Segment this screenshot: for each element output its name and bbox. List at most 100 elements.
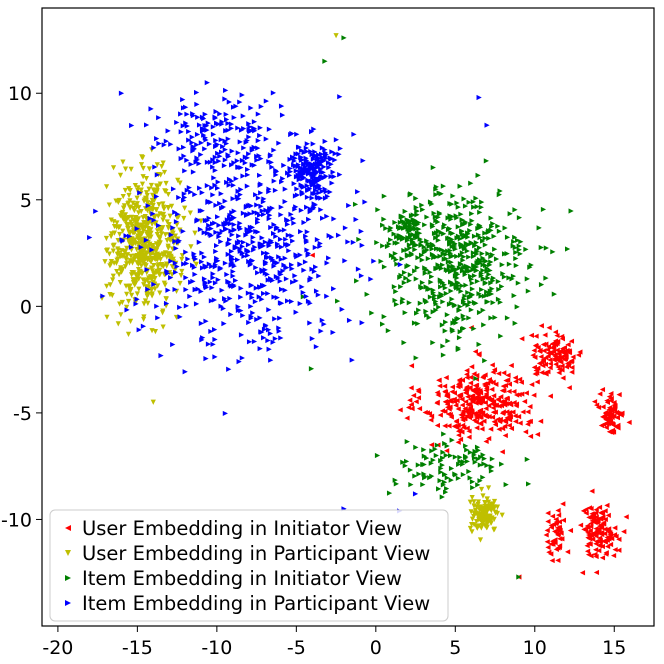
data-point [516, 215, 523, 221]
data-point [290, 279, 296, 285]
data-point [447, 453, 454, 459]
data-point [467, 499, 473, 505]
data-point [257, 315, 263, 321]
data-point [253, 264, 259, 271]
data-point [235, 257, 241, 263]
data-point [564, 246, 571, 252]
data-point [609, 535, 615, 542]
data-point [326, 164, 332, 171]
data-point [467, 407, 473, 413]
data-point [599, 509, 606, 516]
data-point [169, 203, 175, 209]
data-point [298, 207, 304, 213]
data-point [434, 399, 440, 405]
data-point [593, 510, 599, 516]
data-point [484, 292, 490, 299]
data-point [128, 244, 134, 250]
data-point [124, 307, 130, 313]
data-point [297, 261, 303, 267]
data-point [480, 275, 486, 281]
data-point [604, 398, 610, 404]
data-point [601, 415, 608, 421]
data-points [87, 33, 632, 580]
data-point [209, 285, 215, 291]
data-point [422, 270, 428, 276]
data-point [298, 155, 304, 161]
data-point [409, 252, 415, 258]
data-point [318, 169, 325, 175]
data-point [401, 269, 408, 276]
data-point [488, 315, 494, 321]
data-point [201, 254, 208, 260]
data-point [255, 219, 261, 225]
data-point [452, 454, 459, 460]
data-point [174, 119, 180, 126]
data-point [223, 87, 229, 94]
data-point [455, 439, 461, 445]
data-point [258, 156, 264, 162]
data-point [261, 290, 267, 297]
data-point [197, 226, 204, 232]
data-point [143, 284, 149, 290]
data-point [175, 239, 182, 245]
data-point [147, 250, 153, 257]
data-point [293, 168, 299, 174]
data-point [307, 208, 313, 215]
data-point [135, 185, 141, 191]
data-point [231, 160, 237, 166]
data-point [212, 280, 219, 286]
data-point [155, 283, 161, 289]
data-point [245, 166, 251, 173]
data-point [450, 320, 456, 326]
data-point [442, 222, 448, 228]
data-point [209, 185, 215, 191]
data-point [250, 310, 256, 316]
data-point [181, 144, 187, 150]
data-point [496, 426, 502, 432]
data-point [265, 209, 271, 215]
data-point [212, 220, 218, 226]
data-point [486, 376, 492, 383]
data-point [447, 404, 453, 410]
data-point [605, 512, 611, 518]
data-point [293, 174, 300, 180]
data-point [231, 114, 237, 121]
data-point [587, 528, 593, 534]
data-point [402, 310, 408, 316]
data-point [126, 200, 132, 206]
data-point [492, 246, 498, 252]
data-point [435, 392, 441, 398]
data-point [513, 378, 519, 385]
data-point [445, 411, 452, 417]
data-point [180, 123, 186, 129]
data-point [458, 261, 464, 267]
data-point [435, 214, 441, 220]
data-point [248, 313, 254, 320]
data-point [268, 152, 274, 158]
data-point [328, 173, 334, 180]
data-point [476, 409, 482, 415]
data-point [457, 236, 463, 242]
data-point [464, 447, 470, 453]
data-point [540, 206, 547, 213]
data-point [224, 116, 230, 123]
data-point [412, 473, 418, 479]
data-point [271, 147, 277, 153]
y-tick-label: 10 [8, 83, 32, 105]
data-point [211, 175, 217, 181]
data-point [242, 160, 248, 166]
data-point [568, 208, 574, 214]
data-point [140, 174, 146, 180]
data-point [547, 361, 553, 367]
data-point [313, 288, 320, 294]
data-point [165, 191, 171, 198]
data-point [249, 224, 256, 231]
data-point [137, 254, 143, 260]
data-point [288, 262, 295, 268]
data-point [433, 301, 439, 307]
data-point [230, 196, 236, 202]
data-point [304, 204, 310, 210]
data-point [488, 506, 494, 512]
data-point [249, 294, 255, 301]
data-point [437, 264, 443, 270]
